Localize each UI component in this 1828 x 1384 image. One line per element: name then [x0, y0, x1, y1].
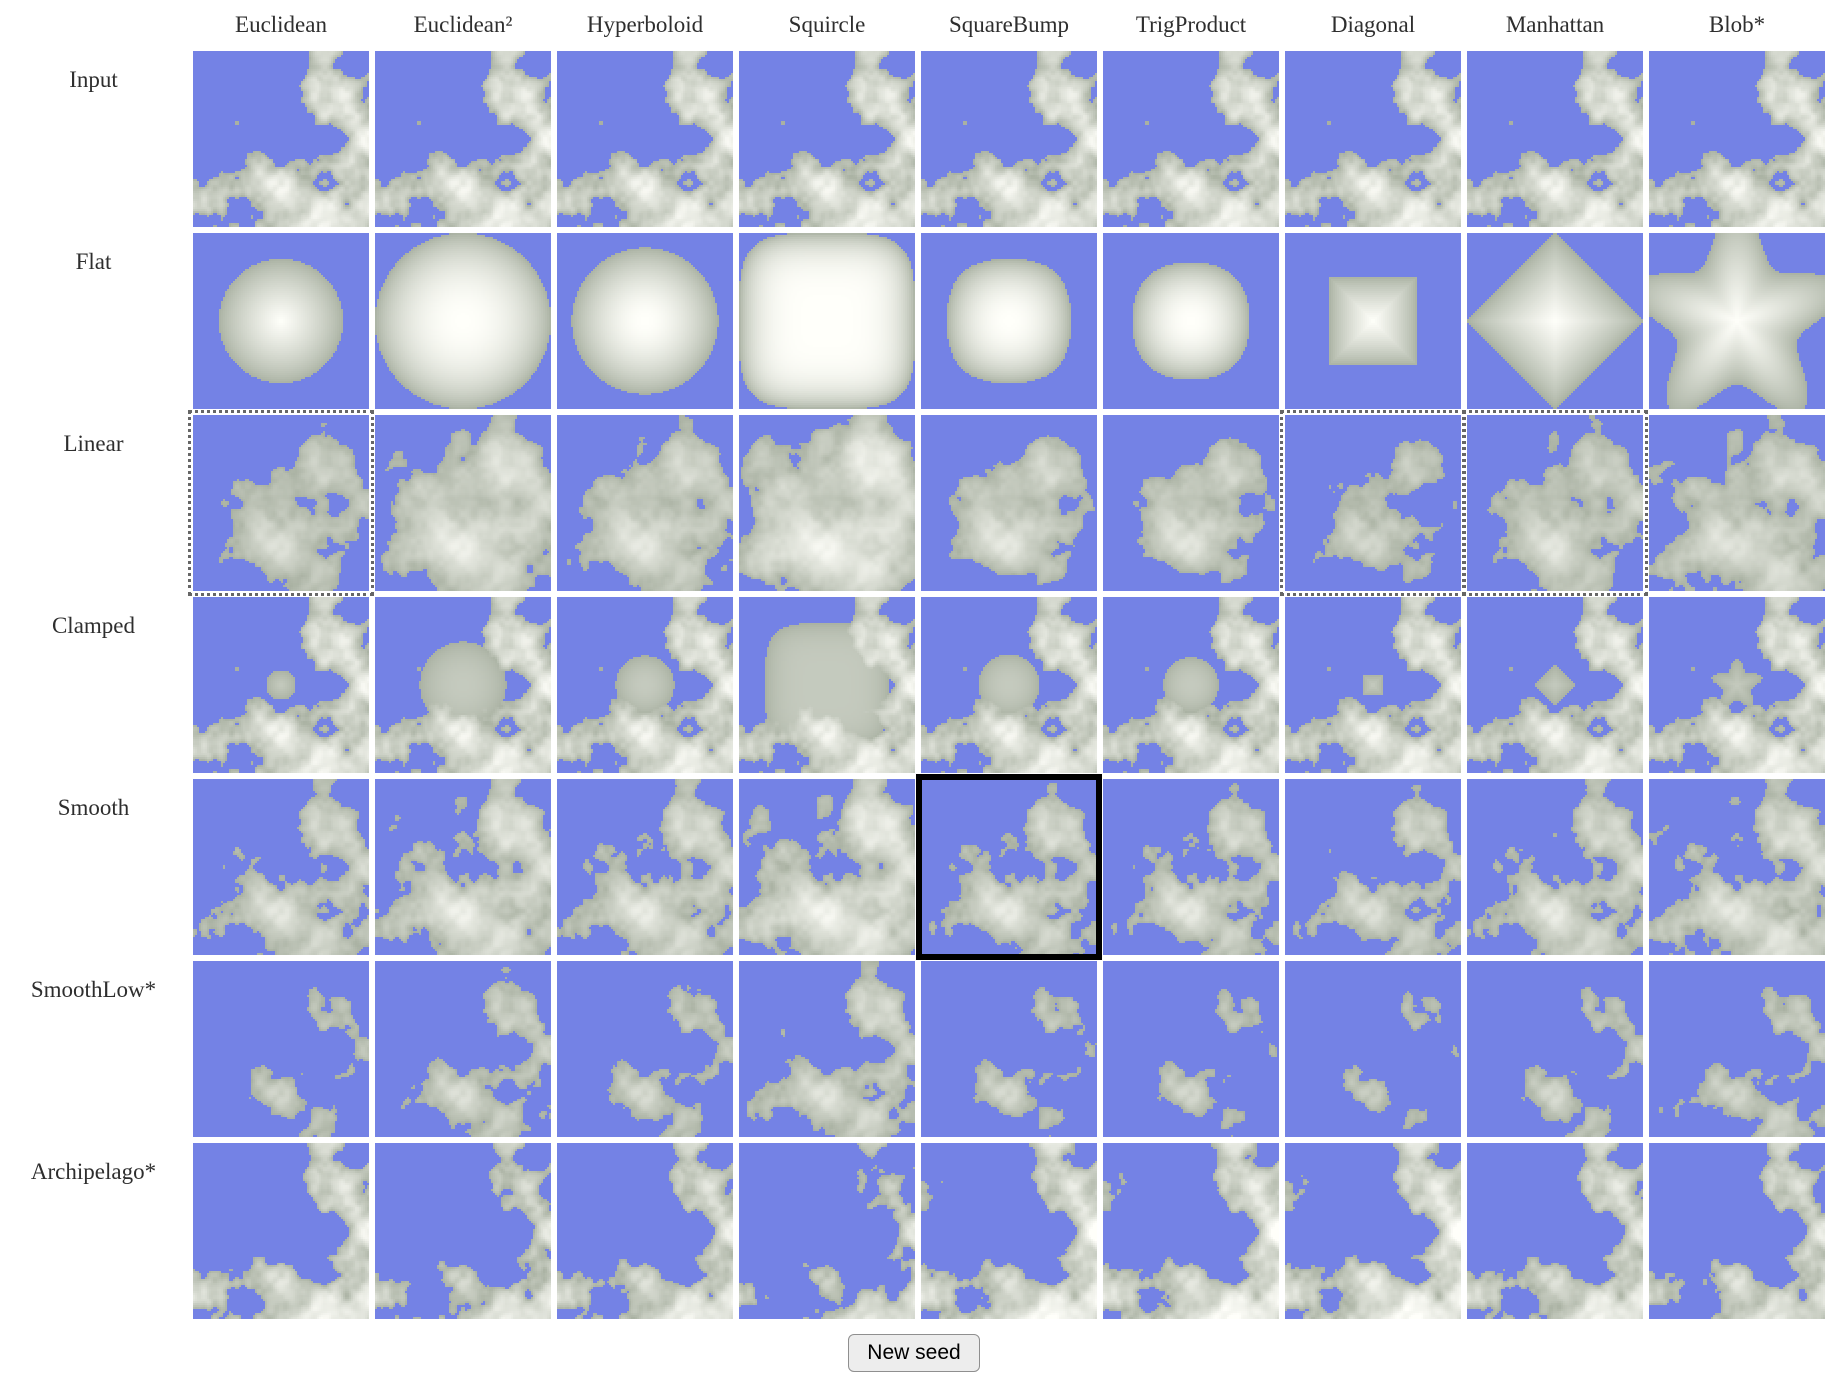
cell-smooth-diagonal[interactable] [1285, 779, 1461, 955]
cell-input-hyperboloid[interactable] [557, 51, 733, 227]
cell-smooth-euclidean[interactable] [193, 779, 369, 955]
column-header-blob: Blob* [1708, 11, 1766, 37]
column-header-manhattan: Manhattan [1505, 11, 1605, 37]
column-header-euclidean2: Euclidean² [413, 11, 513, 37]
cell-clamped-diagonal[interactable] [1285, 597, 1461, 773]
column-header-squircle: Squircle [788, 11, 866, 37]
column-header-squarebump: SquareBump [948, 11, 1070, 37]
cell-input-squircle[interactable] [739, 51, 915, 227]
cell-clamped-manhattan[interactable] [1467, 597, 1643, 773]
row-label-clamped: Clamped [51, 613, 136, 638]
row-label-flat: Flat [75, 249, 112, 274]
cell-linear-squarebump[interactable] [921, 415, 1097, 591]
cell-smoothlow-hyperboloid[interactable] [557, 961, 733, 1137]
cell-input-euclidean2[interactable] [375, 51, 551, 227]
island-shaping-grid: Euclidean Euclidean² Hyperboloid Squircle Sq… [0, 0, 1825, 1319]
cell-archipelago-squarebump[interactable] [921, 1143, 1097, 1319]
corner-spacer [0, 0, 187, 45]
row-label-smoothlow: SmoothLow* [30, 977, 157, 1002]
cell-input-euclidean[interactable] [193, 51, 369, 227]
cell-linear-squircle[interactable] [739, 415, 915, 591]
cell-smoothlow-diagonal[interactable] [1285, 961, 1461, 1137]
cell-smooth-euclidean2[interactable] [375, 779, 551, 955]
cell-archipelago-manhattan[interactable] [1467, 1143, 1643, 1319]
row-label-archipelago: Archipelago* [30, 1159, 157, 1184]
cell-smooth-manhattan[interactable] [1467, 779, 1643, 955]
cell-flat-euclidean2[interactable] [375, 233, 551, 409]
cell-smoothlow-euclidean[interactable] [193, 961, 369, 1137]
column-header-diagonal: Diagonal [1330, 11, 1416, 37]
cell-flat-diagonal[interactable] [1285, 233, 1461, 409]
new-seed-button[interactable]: New seed [848, 1334, 980, 1372]
cell-archipelago-trigproduct[interactable] [1103, 1143, 1279, 1319]
cell-archipelago-euclidean[interactable] [193, 1143, 369, 1319]
cell-archipelago-blob[interactable] [1649, 1143, 1825, 1319]
cell-archipelago-hyperboloid[interactable] [557, 1143, 733, 1319]
row-label-input: Input [69, 67, 118, 92]
cell-flat-hyperboloid[interactable] [557, 233, 733, 409]
cell-linear-euclidean2[interactable] [375, 415, 551, 591]
cell-flat-trigproduct[interactable] [1103, 233, 1279, 409]
cell-clamped-euclidean[interactable] [193, 597, 369, 773]
column-header-hyperboloid: Hyperboloid [586, 11, 704, 37]
button-bar: New seed [0, 1334, 1828, 1372]
column-header-euclidean: Euclidean [235, 11, 327, 37]
cell-flat-euclidean[interactable] [193, 233, 369, 409]
cell-flat-squircle[interactable] [739, 233, 915, 409]
cell-smooth-squarebump[interactable] [916, 774, 1102, 960]
row-label-smooth: Smooth [57, 795, 130, 820]
cell-smoothlow-trigproduct[interactable] [1103, 961, 1279, 1137]
cell-flat-blob[interactable] [1649, 233, 1825, 409]
cell-smoothlow-euclidean2[interactable] [375, 961, 551, 1137]
cell-linear-trigproduct[interactable] [1103, 415, 1279, 591]
cell-flat-squarebump[interactable] [921, 233, 1097, 409]
cell-clamped-euclidean2[interactable] [375, 597, 551, 773]
cell-smoothlow-squarebump[interactable] [921, 961, 1097, 1137]
cell-input-blob[interactable] [1649, 51, 1825, 227]
cell-smoothlow-squircle[interactable] [739, 961, 915, 1137]
cell-input-trigproduct[interactable] [1103, 51, 1279, 227]
cell-input-manhattan[interactable] [1467, 51, 1643, 227]
cell-input-diagonal[interactable] [1285, 51, 1461, 227]
cell-smooth-trigproduct[interactable] [1103, 779, 1279, 955]
cell-clamped-squarebump[interactable] [921, 597, 1097, 773]
cell-smoothlow-manhattan[interactable] [1467, 961, 1643, 1137]
cell-input-squarebump[interactable] [921, 51, 1097, 227]
cell-flat-manhattan[interactable] [1467, 233, 1643, 409]
cell-clamped-hyperboloid[interactable] [557, 597, 733, 773]
cell-archipelago-euclidean2[interactable] [375, 1143, 551, 1319]
cell-linear-diagonal[interactable] [1280, 410, 1466, 596]
cell-linear-euclidean[interactable] [188, 410, 374, 596]
row-label-linear: Linear [63, 431, 124, 456]
column-header-trigproduct: TrigProduct [1135, 11, 1247, 37]
cell-clamped-blob[interactable] [1649, 597, 1825, 773]
cell-archipelago-squircle[interactable] [739, 1143, 915, 1319]
cell-archipelago-diagonal[interactable] [1285, 1143, 1461, 1319]
cell-smooth-squircle[interactable] [739, 779, 915, 955]
cell-clamped-squircle[interactable] [739, 597, 915, 773]
cell-linear-blob[interactable] [1649, 415, 1825, 591]
cell-smooth-hyperboloid[interactable] [557, 779, 733, 955]
cell-smooth-blob[interactable] [1649, 779, 1825, 955]
cell-linear-hyperboloid[interactable] [557, 415, 733, 591]
cell-smoothlow-blob[interactable] [1649, 961, 1825, 1137]
cell-linear-manhattan[interactable] [1462, 410, 1648, 596]
cell-clamped-trigproduct[interactable] [1103, 597, 1279, 773]
